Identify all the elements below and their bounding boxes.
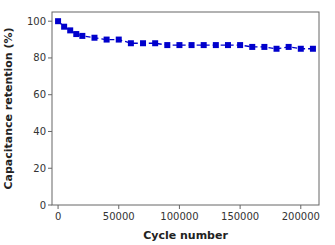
- x-axis-label: Cycle number: [143, 229, 228, 242]
- y-tick: [48, 131, 52, 132]
- x-tick-label: 150000: [221, 211, 259, 222]
- x-tick: [58, 205, 59, 209]
- y-tick-label: 60: [33, 89, 46, 100]
- y-tick-label: 80: [33, 52, 46, 63]
- y-tick: [48, 21, 52, 22]
- data-point: [249, 44, 255, 50]
- chart: 0 50000 100000 150000 200000 0 20 40 60 80 100 Cycl…: [0, 0, 335, 245]
- x-tick-label: 200000: [282, 211, 320, 222]
- data-line: [58, 21, 313, 49]
- plot-area: [55, 18, 316, 52]
- x-tick: [118, 205, 119, 209]
- y-tick: [48, 94, 52, 95]
- x-tick: [300, 205, 301, 209]
- data-point: [67, 27, 73, 33]
- y-tick-label: 40: [33, 126, 46, 137]
- plot-frame: [52, 12, 319, 205]
- data-point: [79, 33, 85, 39]
- x-tick-label: 100000: [160, 211, 198, 222]
- data-point: [298, 46, 304, 52]
- data-point: [116, 37, 122, 43]
- data-point: [274, 46, 280, 52]
- y-tick-label: 20: [33, 163, 46, 174]
- y-tick: [48, 57, 52, 58]
- y-tick: [48, 168, 52, 169]
- data-point: [201, 42, 207, 48]
- data-point: [104, 37, 110, 43]
- data-point: [286, 44, 292, 50]
- y-tick: [48, 205, 52, 206]
- chart-container: 0 50000 100000 150000 200000 0 20 40 60 80 100 Cycl…: [0, 0, 335, 245]
- x-tick-label: 50000: [103, 211, 135, 222]
- data-point: [261, 44, 267, 50]
- x-tick-label: 0: [55, 211, 61, 222]
- data-point: [61, 24, 67, 30]
- x-tick: [240, 205, 241, 209]
- x-tick: [179, 205, 180, 209]
- y-tick-label: 100: [27, 16, 46, 27]
- data-point: [176, 42, 182, 48]
- data-point: [140, 40, 146, 46]
- data-point: [152, 40, 158, 46]
- data-point: [73, 31, 79, 37]
- data-point: [91, 35, 97, 41]
- data-point: [189, 42, 195, 48]
- data-point: [225, 42, 231, 48]
- data-point: [164, 42, 170, 48]
- data-point: [310, 46, 316, 52]
- data-point: [237, 42, 243, 48]
- y-axis-label: Capacitance retention (%): [2, 27, 15, 189]
- data-point: [213, 42, 219, 48]
- data-point: [55, 18, 61, 24]
- data-point: [128, 40, 134, 46]
- y-tick-label: 0: [40, 200, 46, 211]
